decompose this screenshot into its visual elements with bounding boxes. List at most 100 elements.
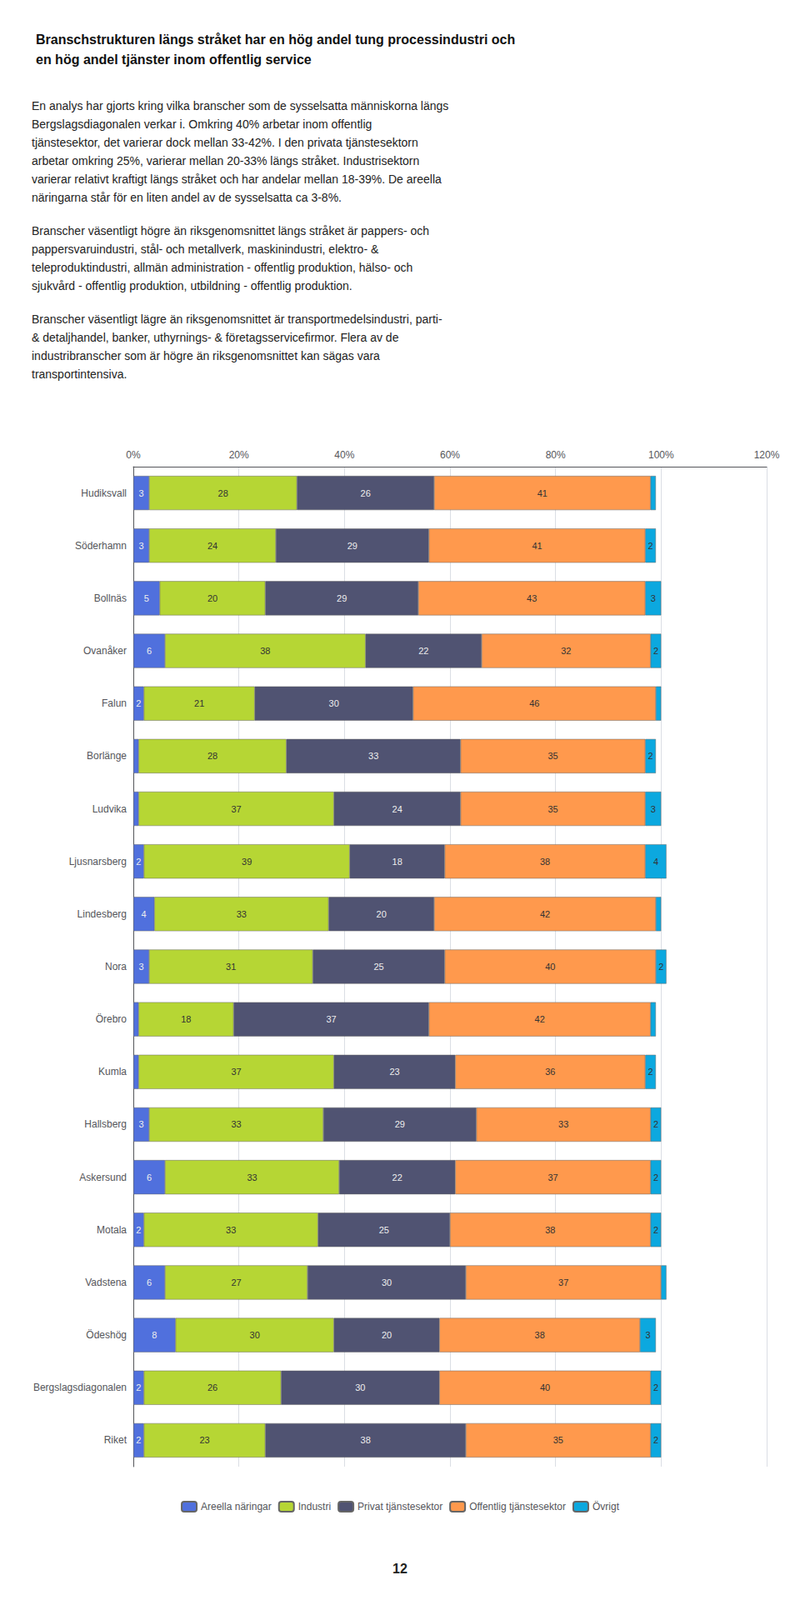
- svg-text:6: 6: [146, 1172, 152, 1183]
- svg-text:3: 3: [650, 593, 656, 604]
- svg-text:pappersvaruindustri, stål- och: pappersvaruindustri, stål- och metallver…: [31, 242, 380, 256]
- svg-text:42: 42: [540, 909, 550, 920]
- svg-text:40%: 40%: [334, 449, 355, 461]
- svg-text:41: 41: [537, 488, 548, 499]
- svg-text:näringarna står för en liten a: näringarna står för en liten andel av de…: [31, 190, 342, 205]
- svg-text:Branscher väsentligt högre än: Branscher väsentligt högre än riksgenoms…: [31, 224, 430, 238]
- svg-text:30: 30: [355, 1382, 365, 1393]
- svg-text:18: 18: [392, 856, 403, 867]
- svg-text:3: 3: [650, 804, 656, 815]
- svg-text:Ödeshög: Ödeshög: [85, 1329, 127, 1341]
- svg-text:2: 2: [653, 1382, 659, 1393]
- svg-text:32: 32: [560, 645, 571, 656]
- svg-text:35: 35: [547, 804, 558, 815]
- svg-text:varierar relativt kraftigt län: varierar relativt kraftigt längs stråket…: [31, 172, 442, 186]
- svg-text:4: 4: [141, 909, 147, 920]
- svg-text:38: 38: [545, 1225, 555, 1235]
- svg-text:Lindesberg: Lindesberg: [77, 908, 127, 920]
- svg-text:35: 35: [547, 750, 558, 761]
- svg-text:Hudiksvall: Hudiksvall: [80, 487, 127, 500]
- svg-text:2: 2: [135, 1225, 141, 1235]
- svg-text:33: 33: [225, 1225, 236, 1235]
- svg-text:Motala: Motala: [96, 1224, 127, 1236]
- svg-text:38: 38: [260, 645, 270, 656]
- svg-text:Kumla: Kumla: [98, 1065, 127, 1078]
- svg-text:40: 40: [540, 1382, 550, 1393]
- svg-text:29: 29: [347, 540, 358, 551]
- svg-text:en hög andel tjänster inom off: en hög andel tjänster inom offentlig ser…: [35, 52, 312, 67]
- svg-text:2: 2: [135, 1435, 141, 1445]
- svg-text:37: 37: [230, 1066, 241, 1077]
- svg-text:22: 22: [392, 1172, 403, 1183]
- svg-text:Branschstrukturen längs stråke: Branschstrukturen längs stråket har en h…: [35, 32, 515, 47]
- svg-text:Areella näringar: Areella näringar: [200, 1500, 272, 1513]
- svg-text:Söderhamn: Söderhamn: [75, 540, 127, 552]
- svg-text:100%: 100%: [648, 449, 675, 461]
- svg-text:46: 46: [529, 698, 540, 709]
- svg-text:30: 30: [381, 1277, 392, 1288]
- svg-text:31: 31: [225, 961, 236, 972]
- svg-text:24: 24: [207, 540, 218, 551]
- svg-text:2: 2: [135, 1382, 141, 1393]
- svg-text:tjänstesektor, det varierar do: tjänstesektor, det varierar dock mellan …: [31, 135, 419, 150]
- svg-text:Industri: Industri: [298, 1500, 331, 1513]
- svg-text:Borlänge: Borlänge: [86, 750, 127, 762]
- svg-text:41: 41: [531, 540, 542, 551]
- svg-text:Nora: Nora: [105, 960, 127, 973]
- svg-text:Hallsberg: Hallsberg: [84, 1118, 127, 1130]
- svg-text:38: 38: [540, 856, 550, 867]
- svg-text:39: 39: [241, 856, 252, 867]
- svg-text:Ludvika: Ludvika: [92, 803, 128, 815]
- svg-text:0%: 0%: [125, 449, 141, 461]
- svg-text:29: 29: [336, 593, 347, 604]
- svg-text:Bergslagsdiagonalen verkar i.: Bergslagsdiagonalen verkar i. Omkring 40…: [31, 117, 372, 131]
- svg-text:12: 12: [392, 1561, 408, 1576]
- svg-text:3: 3: [138, 1119, 144, 1130]
- svg-text:18: 18: [180, 1014, 191, 1025]
- svg-text:120%: 120%: [754, 449, 780, 461]
- svg-text:2: 2: [648, 1066, 654, 1077]
- svg-text:20: 20: [381, 1330, 392, 1340]
- svg-text:industribranscher som är högre: industribranscher som är högre än riksge…: [31, 349, 380, 363]
- svg-text:En analys har gjorts kring vil: En analys har gjorts kring vilka bransch…: [31, 99, 449, 113]
- svg-text:2: 2: [648, 540, 654, 551]
- svg-text:27: 27: [230, 1277, 241, 1288]
- svg-text:43: 43: [526, 593, 537, 604]
- svg-text:35: 35: [553, 1435, 564, 1445]
- svg-text:33: 33: [236, 909, 247, 920]
- svg-text:2: 2: [653, 1172, 659, 1183]
- svg-text:29: 29: [395, 1119, 405, 1130]
- svg-text:3: 3: [645, 1330, 650, 1340]
- svg-text:36: 36: [545, 1066, 555, 1077]
- svg-text:20%: 20%: [229, 449, 250, 461]
- svg-text:8: 8: [151, 1330, 157, 1340]
- svg-text:4: 4: [653, 856, 659, 867]
- svg-text:3: 3: [138, 961, 144, 972]
- svg-text:42: 42: [535, 1014, 545, 1025]
- svg-text:transportintensiva.: transportintensiva.: [31, 367, 127, 381]
- svg-text:37: 37: [547, 1172, 558, 1183]
- svg-text:20: 20: [207, 593, 218, 604]
- svg-text:33: 33: [246, 1172, 257, 1183]
- svg-text:& detaljhandel, banker, uthyrn: & detaljhandel, banker, uthyrnings- & fö…: [31, 330, 400, 345]
- svg-text:teleproduktindustri, allmän ad: teleproduktindustri, allmän administrati…: [31, 260, 413, 275]
- svg-text:25: 25: [373, 961, 384, 972]
- svg-text:38: 38: [360, 1435, 371, 1445]
- svg-text:Ovanåker: Ovanåker: [83, 645, 127, 657]
- svg-text:20: 20: [376, 909, 387, 920]
- svg-text:Offentlig tjänstesektor: Offentlig tjänstesektor: [469, 1500, 566, 1513]
- svg-text:40: 40: [545, 961, 555, 972]
- svg-text:26: 26: [207, 1382, 218, 1393]
- svg-text:Bollnäs: Bollnäs: [94, 592, 127, 605]
- svg-text:Vadstena: Vadstena: [85, 1276, 127, 1289]
- svg-text:Privat tjänstesektor: Privat tjänstesektor: [357, 1500, 443, 1513]
- svg-text:2: 2: [135, 856, 141, 867]
- svg-text:6: 6: [146, 1277, 152, 1288]
- svg-text:2: 2: [653, 1119, 659, 1130]
- svg-text:arbetar omkring 25%, varierar: arbetar omkring 25%, varierar mellan 20-…: [31, 154, 420, 168]
- svg-text:Askersund: Askersund: [79, 1171, 127, 1184]
- svg-text:24: 24: [392, 804, 403, 815]
- svg-text:22: 22: [418, 645, 429, 656]
- svg-text:Övrigt: Övrigt: [592, 1500, 620, 1513]
- svg-text:37: 37: [230, 804, 241, 815]
